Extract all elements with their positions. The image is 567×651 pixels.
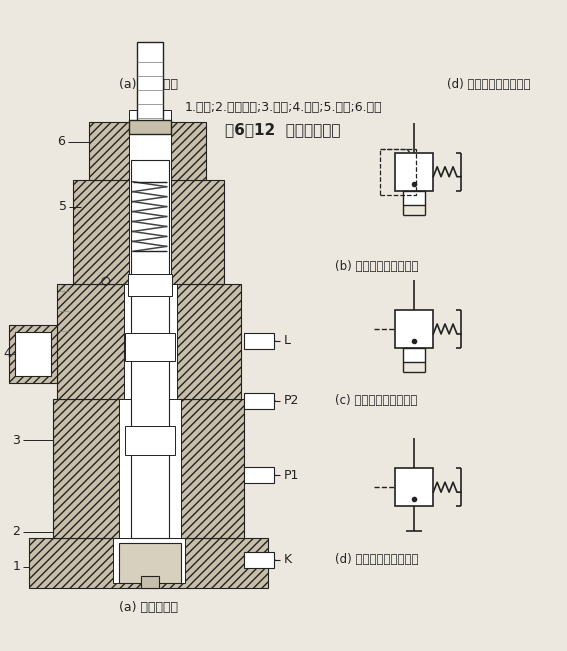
Bar (119, 543, 180, 583)
Bar (15, 332, 51, 376)
Text: L: L (284, 335, 291, 348)
Bar (119, 398, 180, 538)
Bar (73, 180, 225, 284)
Bar (395, 310, 433, 348)
Bar (57, 284, 241, 398)
Bar (244, 333, 274, 349)
Bar (125, 333, 175, 361)
Bar (89, 122, 206, 180)
Bar (141, 575, 159, 588)
Text: 3: 3 (12, 434, 20, 447)
Text: 2: 2 (12, 525, 20, 538)
Bar (244, 467, 274, 483)
Text: P2: P2 (284, 394, 299, 407)
Text: (c) 外控外泄式图形符号: (c) 外控外泄式图形符号 (335, 394, 417, 407)
Bar (113, 538, 185, 583)
Text: P1: P1 (284, 469, 299, 482)
Text: (a) 结构原理图: (a) 结构原理图 (119, 601, 178, 614)
Bar (129, 110, 171, 284)
Bar (403, 191, 425, 204)
Bar (244, 552, 274, 568)
Text: K: K (284, 553, 292, 566)
Text: (d) 外控内泄式图形符号: (d) 外控内泄式图形符号 (335, 553, 418, 566)
Bar (131, 159, 168, 538)
Bar (29, 538, 268, 588)
Bar (128, 274, 172, 296)
Bar (395, 153, 433, 191)
Text: 图6－12  直动式顺序阀: 图6－12 直动式顺序阀 (225, 122, 341, 137)
Bar (53, 398, 244, 538)
Text: 5: 5 (59, 200, 67, 213)
Text: 1.下盖;2.控制活塞;3.阀体;4.阀芯;5.弹簧;6.上盖: 1.下盖;2.控制活塞;3.阀体;4.阀芯;5.弹簧;6.上盖 (184, 100, 382, 113)
Bar (137, 42, 163, 122)
Bar (129, 120, 171, 134)
Text: 1: 1 (12, 561, 20, 574)
Bar (379, 149, 416, 195)
Text: (d) 外控内泄式图形符号: (d) 外控内泄式图形符号 (447, 77, 531, 90)
Text: (b) 内控外泄式图形符号: (b) 内控外泄式图形符号 (335, 260, 418, 273)
Text: (a) 结构原理图: (a) 结构原理图 (119, 77, 178, 90)
Bar (124, 284, 176, 398)
Text: 6: 6 (57, 135, 65, 148)
Bar (403, 348, 425, 362)
Bar (9, 325, 57, 383)
Text: 4: 4 (3, 348, 11, 361)
Bar (125, 426, 175, 455)
Bar (395, 468, 433, 506)
Bar (244, 393, 274, 409)
